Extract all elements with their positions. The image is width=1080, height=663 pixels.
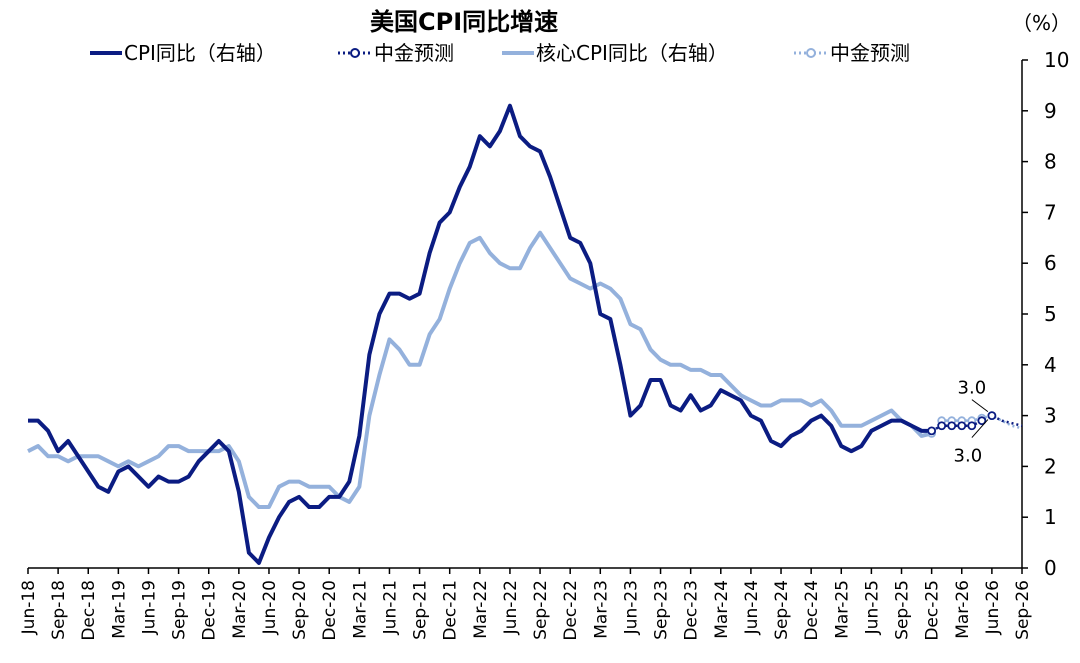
- x-tick-label: Sep-26: [1013, 580, 1033, 640]
- legend-item-cpi-forecast: 中金预测: [338, 41, 454, 65]
- x-tick-label: Dec-18: [79, 580, 99, 641]
- x-tick-label: Mar-24: [712, 580, 732, 639]
- y-tick-label: 8: [1044, 150, 1057, 174]
- x-tick-label: Sep-20: [290, 580, 310, 640]
- x-tick-label: Jun-24: [742, 580, 762, 635]
- axes: [28, 60, 1023, 569]
- x-tick-label: Sep-25: [893, 580, 913, 640]
- annotation-label: 3.0: [954, 446, 983, 467]
- cpi-forecast-marker: [977, 416, 987, 426]
- core-cpi-series-line: [27, 230, 933, 510]
- x-tick-label: Jun-19: [139, 580, 159, 635]
- x-tick-label: Mar-19: [109, 580, 129, 639]
- x-tick-label: Mar-25: [832, 580, 852, 639]
- chart-title: 美国CPI同比增速: [370, 8, 558, 36]
- y-ticks: 0 1 2 3 4 5 6 7 8 9 10: [1022, 48, 1069, 580]
- x-tick-label: Jun-20: [260, 580, 280, 635]
- y-tick-label: 5: [1044, 302, 1057, 326]
- x-tick-label: Dec-24: [802, 580, 822, 641]
- cpi-forecast-marker: [947, 421, 957, 431]
- y-tick-label: 7: [1044, 200, 1057, 224]
- y-tick-label: 2: [1044, 454, 1057, 478]
- x-tick-label: Dec-20: [320, 580, 340, 641]
- legend-item-cpi: CPI同比（右轴）: [90, 41, 276, 65]
- series-layer: [27, 103, 1023, 565]
- legend-label-cpi: CPI同比（右轴）: [124, 41, 276, 65]
- cpi-forecast-marker: [967, 421, 977, 431]
- cpi-series-line: [28, 103, 932, 565]
- x-tick-label: Jun-25: [862, 580, 882, 635]
- y-tick-label: 10: [1044, 48, 1069, 72]
- x-tick-label: Jun-21: [380, 580, 400, 635]
- y-tick-label: 1: [1044, 505, 1057, 529]
- legend-item-core-cpi-forecast: 中金预测: [794, 41, 910, 65]
- x-tick-label: Jun-23: [621, 580, 641, 635]
- x-tick-label: Sep-22: [531, 580, 551, 640]
- x-tick-label: Jun-22: [501, 580, 521, 635]
- legend-label-core-cpi: 核心CPI同比（右轴）: [536, 41, 728, 65]
- y-tick-label: 4: [1044, 353, 1057, 377]
- y-tick-label: 9: [1044, 99, 1057, 123]
- cpi-forecast-marker: [937, 421, 947, 431]
- x-tick-label: Dec-19: [200, 580, 220, 641]
- annotation-layer: 3.0 3.0: [954, 378, 989, 467]
- x-tick-label: Mar-20: [230, 580, 250, 639]
- x-tick-label: Sep-19: [170, 580, 190, 640]
- x-ticks: Jun-18 Sep-18 Dec-18 Mar-19 Jun-19 Sep-19 Dec-…: [19, 568, 1033, 641]
- x-tick-label: Dec-23: [682, 580, 702, 641]
- cpi-forecast-line: [931, 414, 1023, 432]
- legend-label-core-cpi-forecast: 中金预测: [830, 41, 910, 65]
- legend: CPI同比（右轴） 中金预测 核心CPI同比（右轴） 中金预测: [90, 41, 910, 65]
- x-tick-label: Dec-22: [561, 580, 581, 641]
- x-tick-label: Jun-18: [19, 580, 39, 635]
- annotation-leader: [971, 419, 989, 438]
- x-tick-label: Dec-25: [923, 580, 943, 641]
- y-tick-label: 6: [1044, 251, 1057, 275]
- x-tick-label: Mar-26: [953, 580, 973, 639]
- annotation-leader: [971, 399, 989, 413]
- annotation-label: 3.0: [958, 378, 987, 399]
- cpi-forecast-marker: [957, 421, 967, 431]
- y-tick-label: 0: [1044, 556, 1057, 580]
- unit-label: （%）: [1012, 11, 1071, 35]
- cpi-forecast-marker: [987, 411, 997, 421]
- legend-item-core-cpi: 核心CPI同比（右轴）: [502, 41, 728, 65]
- x-tick-label: Mar-22: [471, 580, 491, 639]
- x-tick-label: Sep-21: [411, 580, 431, 640]
- x-tick-label: Sep-24: [772, 580, 792, 640]
- x-tick-label: Jun-26: [983, 580, 1003, 635]
- y-tick-label: 3: [1044, 404, 1057, 428]
- x-tick-label: Mar-21: [350, 580, 370, 639]
- x-tick-label: Sep-18: [49, 580, 69, 640]
- legend-label-cpi-forecast: 中金预测: [374, 41, 454, 65]
- cpi-forecast-marker: [927, 426, 937, 436]
- core-cpi-forecast-line: [930, 414, 1023, 435]
- x-tick-label: Mar-23: [591, 580, 611, 639]
- legend-marker-cpi-forecast: [350, 48, 360, 58]
- legend-marker-core-cpi-forecast: [806, 48, 816, 58]
- x-tick-label: Sep-23: [652, 580, 672, 640]
- x-tick-label: Dec-21: [441, 580, 461, 641]
